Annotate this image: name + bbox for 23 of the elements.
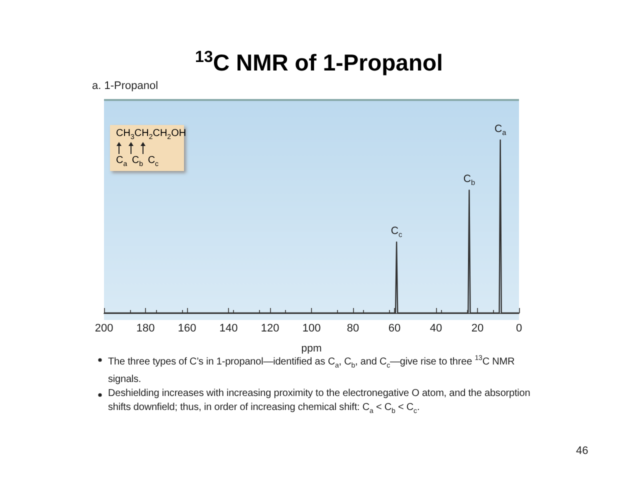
x-tick-label: 200 bbox=[94, 322, 114, 334]
annotation: CH$_{3}$CH$_{2}$CH$_{2}$OH bbox=[116, 128, 186, 141]
x-tick-label: 80 bbox=[346, 322, 360, 334]
chart-title: $^{13}$C NMR of 1-Propanol bbox=[194, 48, 444, 77]
x-tick-label: 180 bbox=[136, 322, 155, 334]
x-tick-label: 0 bbox=[516, 322, 522, 334]
x-tick-label: 60 bbox=[388, 322, 401, 334]
text: Deshielding increases with increasing proximity to the electronegative O atom, and the absorption shifts downfield; thus, in order of increasing chemical shift: C$_{a}$ < C$_{b}$ < C$_{c}$. bbox=[108, 387, 532, 418]
annotation: C$_{b}$ bbox=[463, 173, 476, 188]
x-tick-label: 140 bbox=[219, 322, 238, 334]
x-axis-title: ppm bbox=[301, 342, 322, 354]
text: The three types of C’s in 1-propanol—identified as C$_{a}$, C$_{b}$, and C$_{c}$—give rise to three $^{13}$C NMR signals. bbox=[108, 355, 515, 386]
x-tick-label: 100 bbox=[302, 322, 321, 334]
x-tick-label: 120 bbox=[260, 322, 280, 334]
text: 46 bbox=[576, 445, 588, 457]
label-box: CH$_{3}$CH$_{2}$CH$_{2}$OH C$_{a}$ C$_{b}$ C$_{c}$ bbox=[110, 125, 184, 171]
annotation: C$_{a}$ bbox=[494, 122, 506, 137]
x-tick-label: 160 bbox=[178, 322, 196, 334]
annotation: C$_{c}$ bbox=[390, 224, 402, 240]
chart-subtitle: a. 1-Propanol bbox=[92, 80, 158, 92]
x-tick-label: 20 bbox=[471, 322, 484, 334]
annotation: C$_{a}$ C$_{b}$ C$_{c}$ bbox=[116, 155, 160, 168]
x-tick-label: 40 bbox=[430, 322, 442, 334]
